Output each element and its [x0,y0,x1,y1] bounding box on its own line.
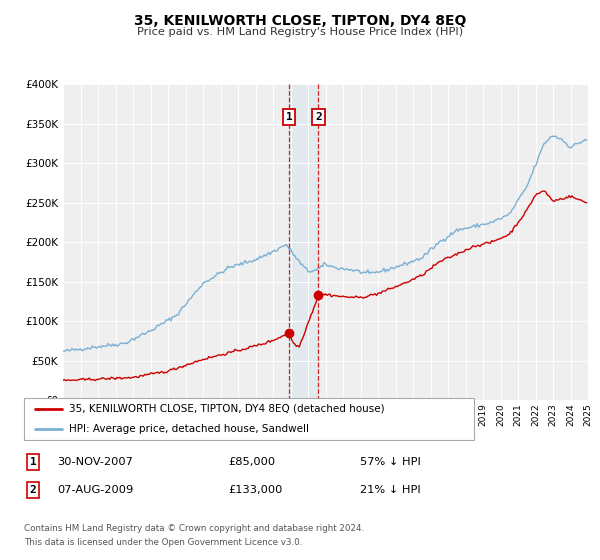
Text: £85,000: £85,000 [228,457,275,467]
Text: 35, KENILWORTH CLOSE, TIPTON, DY4 8EQ (detached house): 35, KENILWORTH CLOSE, TIPTON, DY4 8EQ (d… [69,404,385,413]
Text: £133,000: £133,000 [228,485,283,495]
Bar [289,84,319,400]
Text: 57% ↓ HPI: 57% ↓ HPI [360,457,421,467]
Text: 35, KENILWORTH CLOSE, TIPTON, DY4 8EQ: 35, KENILWORTH CLOSE, TIPTON, DY4 8EQ [134,14,466,28]
Text: 2: 2 [315,112,322,122]
Text: 1: 1 [286,112,292,122]
Text: This data is licensed under the Open Government Licence v3.0.: This data is licensed under the Open Gov… [24,538,302,547]
Text: Price paid vs. HM Land Registry's House Price Index (HPI): Price paid vs. HM Land Registry's House … [137,27,463,37]
Text: Contains HM Land Registry data © Crown copyright and database right 2024.: Contains HM Land Registry data © Crown c… [24,524,364,533]
Text: 30-NOV-2007: 30-NOV-2007 [57,457,133,467]
Text: HPI: Average price, detached house, Sandwell: HPI: Average price, detached house, Sand… [69,424,309,433]
Text: 21% ↓ HPI: 21% ↓ HPI [360,485,421,495]
Text: 1: 1 [29,457,37,467]
Text: 2: 2 [29,485,37,495]
Text: 07-AUG-2009: 07-AUG-2009 [57,485,133,495]
FancyBboxPatch shape [24,398,474,440]
